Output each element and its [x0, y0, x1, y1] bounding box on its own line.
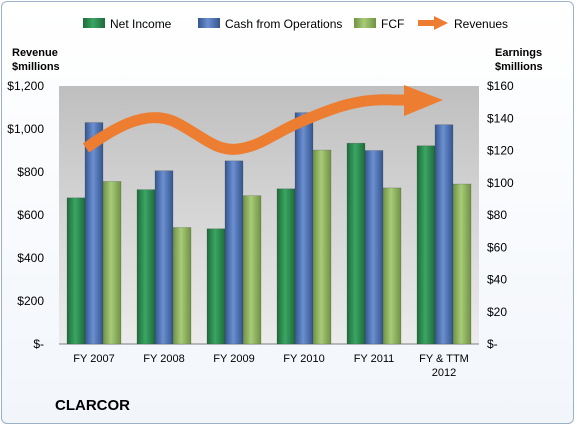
legend: Net Income Cash from Operations FCF Reve… — [83, 16, 508, 31]
bar-net-income — [416, 145, 436, 345]
left-tick-labels: $- $200 $400 $600 $800 $1,000 $1,200 — [7, 79, 44, 351]
legend-swatch-net-income — [83, 18, 105, 28]
x-tick-label: FY 2007 — [73, 353, 114, 365]
right-tick-label: $100 — [487, 176, 514, 190]
bar-cash-from-operations — [434, 124, 454, 345]
bar-cash-from-operations — [294, 112, 314, 345]
left-tick-label: $1,000 — [7, 122, 44, 136]
bar-net-income — [206, 228, 226, 345]
right-axis-title-line1: Earnings — [495, 47, 542, 59]
left-axis-title-line2: $millions — [12, 61, 60, 73]
x-tick-label: FY 2010 — [283, 353, 324, 365]
left-tick-label: $1,200 — [7, 79, 44, 93]
bar-fcf — [172, 227, 192, 345]
plot-area — [59, 86, 479, 344]
right-tick-label: $120 — [487, 144, 514, 158]
bar-fcf — [242, 195, 262, 345]
bar-cash-from-operations — [84, 122, 104, 345]
x-tick-labels: FY 2007 FY 2008 FY 2009 FY 2010 FY 2011 FY & … — [73, 353, 469, 379]
x-tick-label: 2012 — [432, 367, 456, 379]
right-tick-label: $80 — [487, 208, 507, 222]
bar-fcf — [452, 183, 472, 345]
legend-label-fcf: FCF — [381, 17, 404, 31]
legend-swatch-cash-ops — [198, 18, 220, 28]
bar-cash-from-operations — [364, 150, 384, 345]
left-tick-label: $400 — [17, 251, 44, 265]
bar-cash-from-operations — [224, 160, 244, 345]
right-tick-label: $140 — [487, 111, 514, 125]
x-tick-label: FY 2009 — [213, 353, 254, 365]
right-tick-label: $160 — [487, 79, 514, 93]
left-tick-label: $800 — [17, 165, 44, 179]
x-tick-label: FY 2011 — [354, 353, 395, 365]
right-tick-labels: $- $20 $40 $60 $80 $100 $120 $140 $160 — [487, 79, 514, 351]
legend-label-revenues: Revenues — [454, 17, 508, 31]
bar-net-income — [276, 188, 296, 345]
bar-net-income — [66, 197, 86, 345]
right-tick-label: $40 — [487, 273, 507, 287]
x-tick-label: FY 2008 — [143, 353, 184, 365]
bar-cash-from-operations — [154, 170, 174, 345]
bars-group — [66, 112, 472, 345]
right-tick-label: $- — [487, 337, 498, 351]
legend-swatch-revenues-head — [434, 16, 448, 30]
left-axis-title-line1: Revenue — [12, 47, 58, 59]
revenues-arrow — [82, 94, 410, 155]
right-tick-label: $60 — [487, 240, 507, 254]
left-tick-label: $200 — [17, 294, 44, 308]
left-tick-label: $- — [33, 337, 44, 351]
right-tick-label: $20 — [487, 305, 507, 319]
bar-net-income — [346, 142, 366, 345]
bar-net-income — [136, 189, 156, 345]
left-tick-label: $600 — [17, 208, 44, 222]
x-tick-label: FY & TTM — [419, 353, 469, 365]
revenues-arrow-head — [404, 85, 443, 116]
legend-label-net-income: Net Income — [110, 17, 172, 31]
company-name: CLARCOR — [55, 397, 130, 414]
legend-swatch-fcf — [354, 18, 376, 28]
right-axis-title-line2: $millions — [495, 61, 543, 73]
legend-label-cash-ops: Cash from Operations — [225, 17, 342, 31]
bar-fcf — [102, 181, 122, 345]
bar-fcf — [382, 187, 402, 345]
bar-fcf — [312, 149, 332, 345]
